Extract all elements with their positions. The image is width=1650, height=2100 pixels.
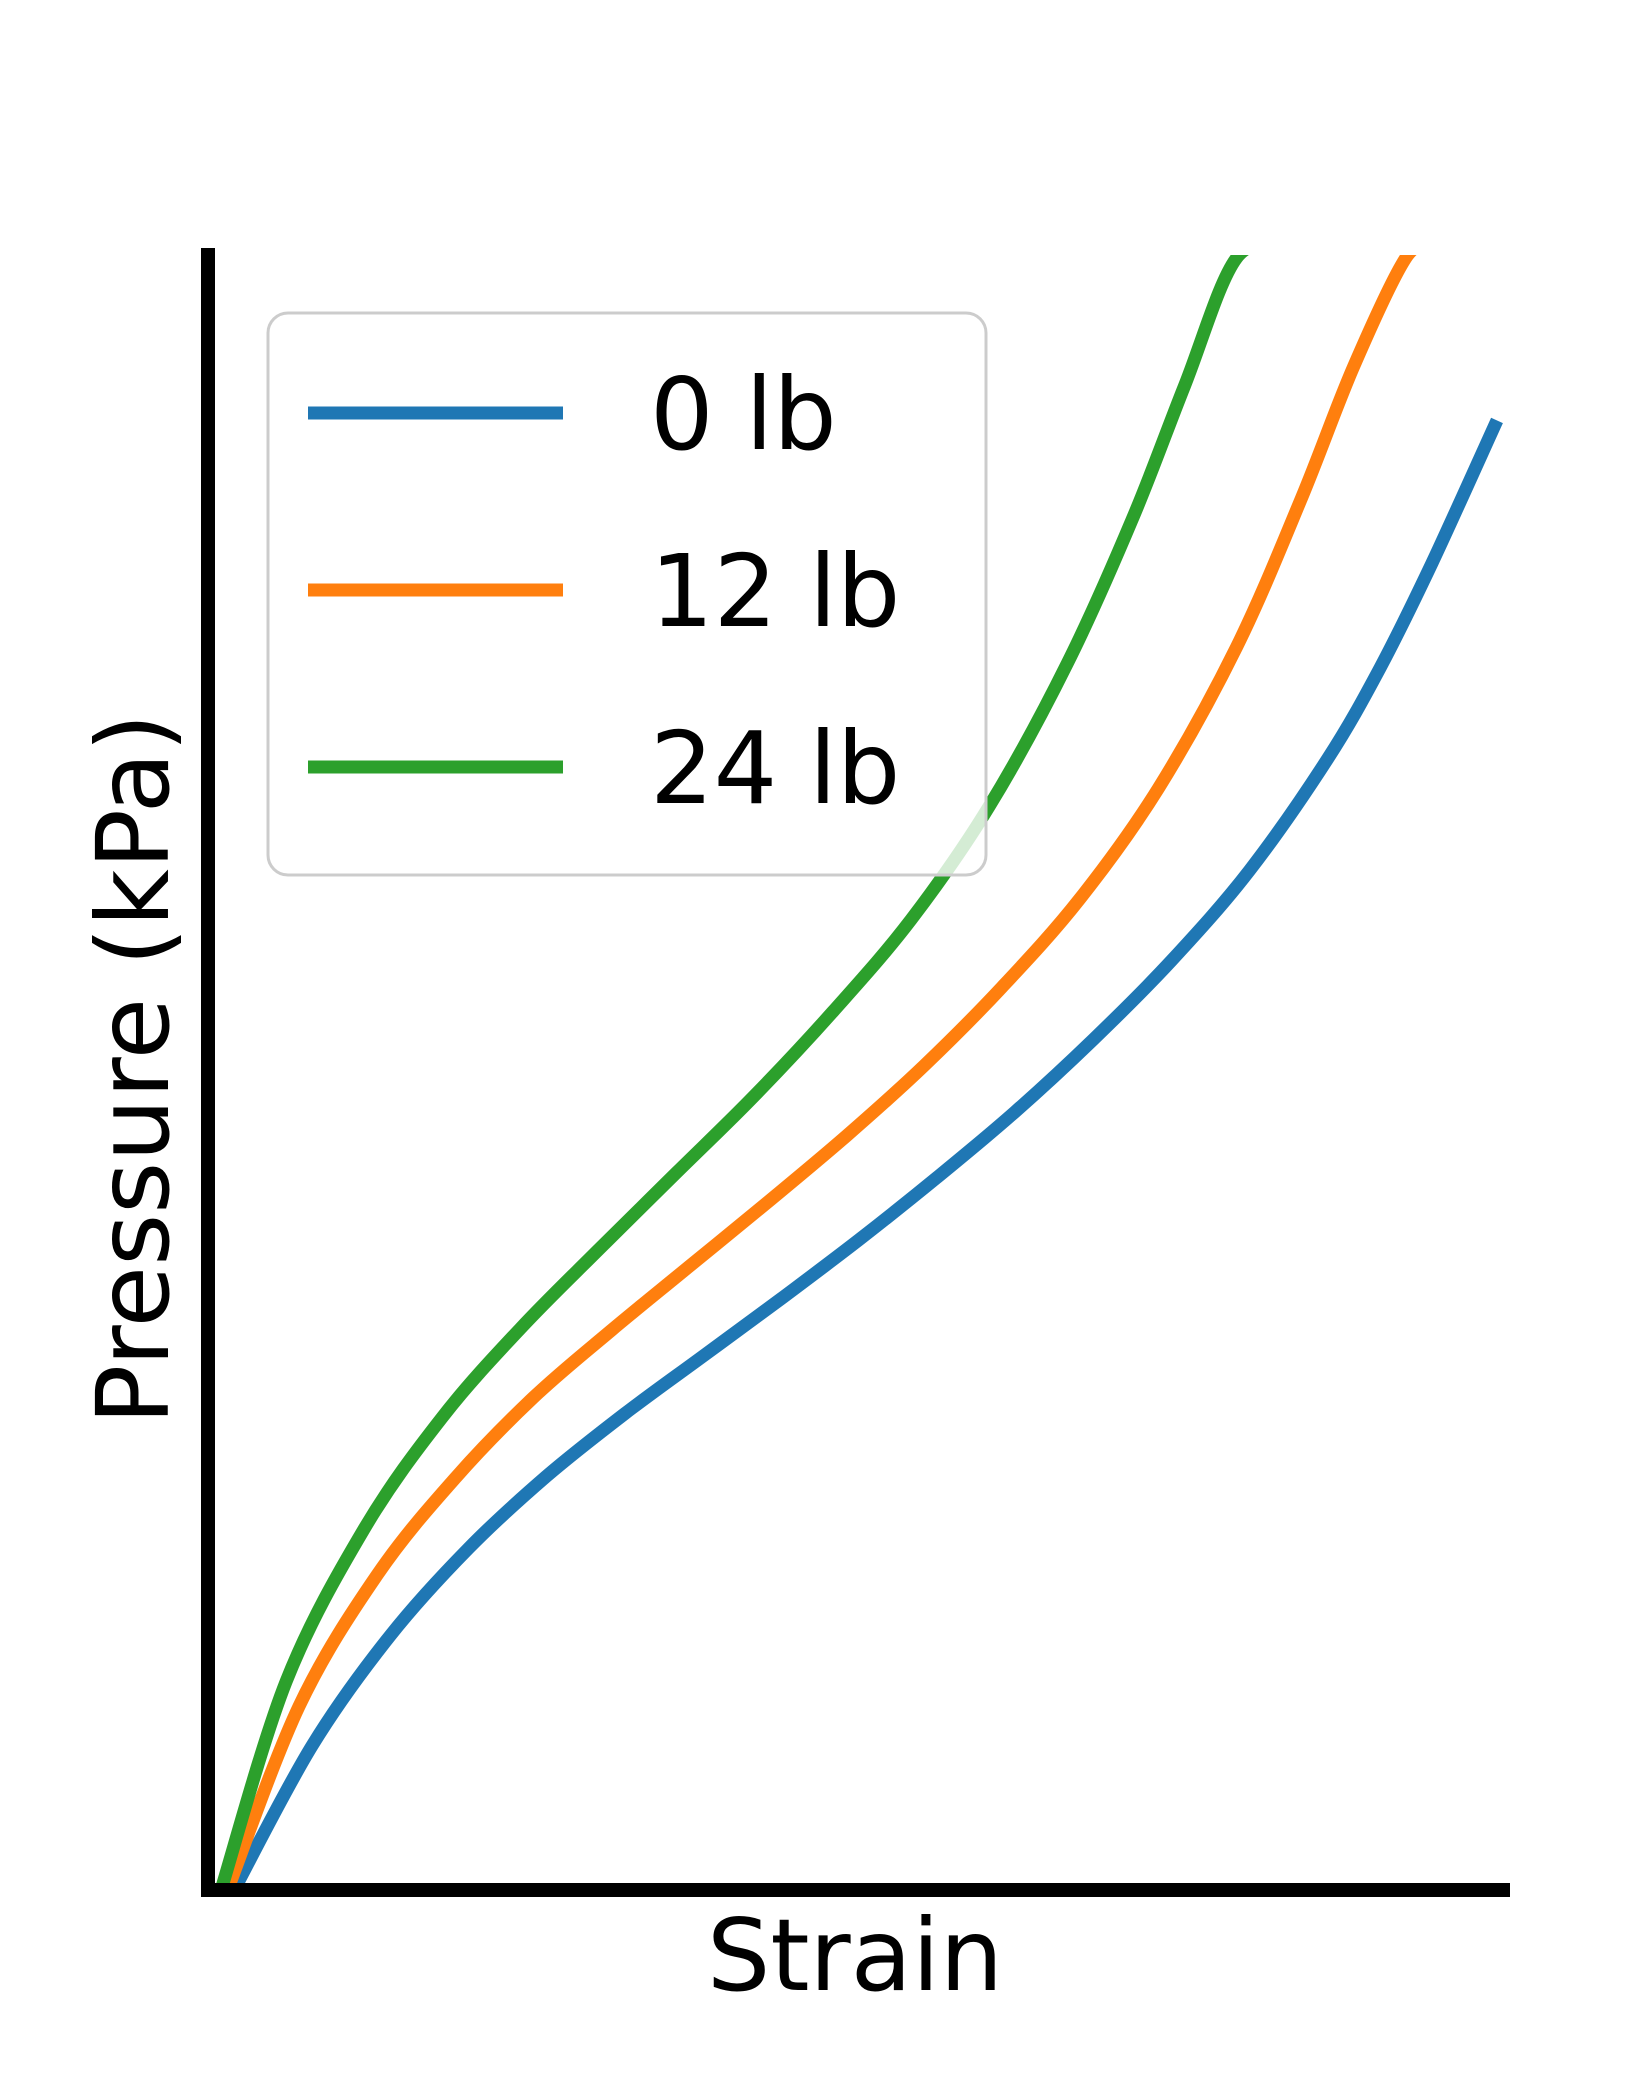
x-axis-label: Strain xyxy=(707,1897,1003,2014)
series-line-0 xyxy=(228,417,1503,1890)
series-line-1 xyxy=(221,255,1417,1890)
series-line-2 xyxy=(214,255,1250,1890)
legend-frame xyxy=(266,311,988,877)
legend: 0 lb 12 lb 24 lb xyxy=(266,311,988,877)
legend-label-1: 12 lb xyxy=(650,533,900,650)
legend-label-0: 0 lb xyxy=(650,356,837,473)
y-axis-label: Pressure (kPa) xyxy=(75,713,192,1425)
legend-label-2: 24 lb xyxy=(650,710,900,827)
series-lines xyxy=(214,255,1503,1890)
